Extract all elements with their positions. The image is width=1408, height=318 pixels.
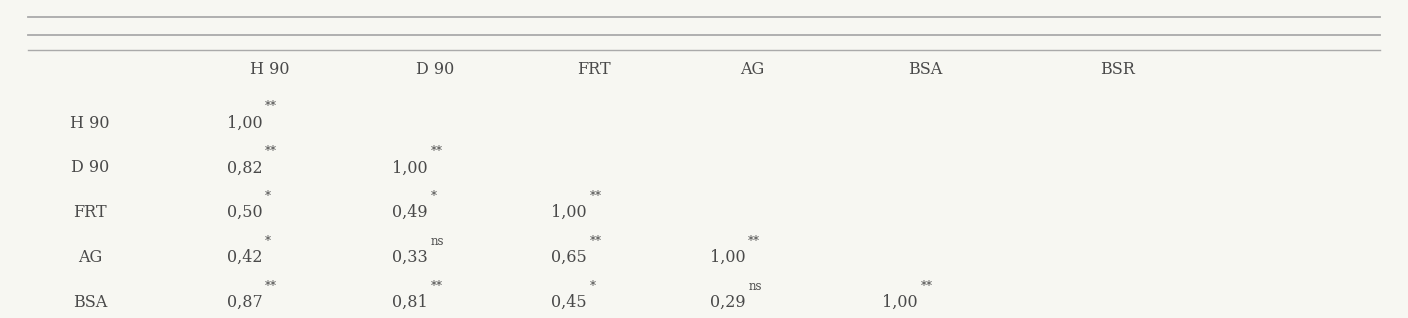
Text: 0,29: 0,29	[710, 294, 745, 311]
Text: **: **	[590, 235, 601, 248]
Text: 0,87: 0,87	[227, 294, 262, 311]
Text: **: **	[590, 190, 601, 203]
Text: **: **	[265, 100, 277, 113]
Text: 0,49: 0,49	[393, 204, 428, 221]
Text: AG: AG	[741, 61, 765, 78]
Text: **: **	[921, 280, 932, 293]
Text: 0,33: 0,33	[393, 249, 428, 266]
Text: *: *	[590, 280, 596, 293]
Text: **: **	[748, 235, 760, 248]
Text: D 90: D 90	[70, 159, 108, 176]
Text: 1,00: 1,00	[393, 159, 428, 176]
Text: *: *	[431, 190, 436, 203]
Text: **: **	[265, 280, 277, 293]
Text: *: *	[265, 190, 272, 203]
Text: FRT: FRT	[73, 204, 107, 221]
Text: AG: AG	[77, 249, 103, 266]
Text: H 90: H 90	[70, 114, 110, 132]
Text: 1,00: 1,00	[551, 204, 587, 221]
Text: 0,81: 0,81	[393, 294, 428, 311]
Text: 1,00: 1,00	[710, 249, 745, 266]
Text: **: **	[431, 145, 442, 158]
Text: 1,00: 1,00	[883, 294, 918, 311]
Text: **: **	[431, 280, 442, 293]
Text: BSR: BSR	[1101, 61, 1135, 78]
Text: ns: ns	[431, 235, 445, 248]
Text: ns: ns	[748, 280, 762, 293]
Text: FRT: FRT	[577, 61, 611, 78]
Text: D 90: D 90	[415, 61, 453, 78]
Text: 0,45: 0,45	[551, 294, 587, 311]
Text: 0,65: 0,65	[551, 249, 587, 266]
Text: 0,42: 0,42	[227, 249, 262, 266]
Text: 1,00: 1,00	[227, 114, 262, 132]
Text: 0,50: 0,50	[227, 204, 262, 221]
Text: **: **	[265, 145, 277, 158]
Text: *: *	[265, 235, 272, 248]
Text: BSA: BSA	[73, 294, 107, 311]
Text: 0,82: 0,82	[227, 159, 262, 176]
Text: BSA: BSA	[908, 61, 942, 78]
Text: H 90: H 90	[249, 61, 289, 78]
